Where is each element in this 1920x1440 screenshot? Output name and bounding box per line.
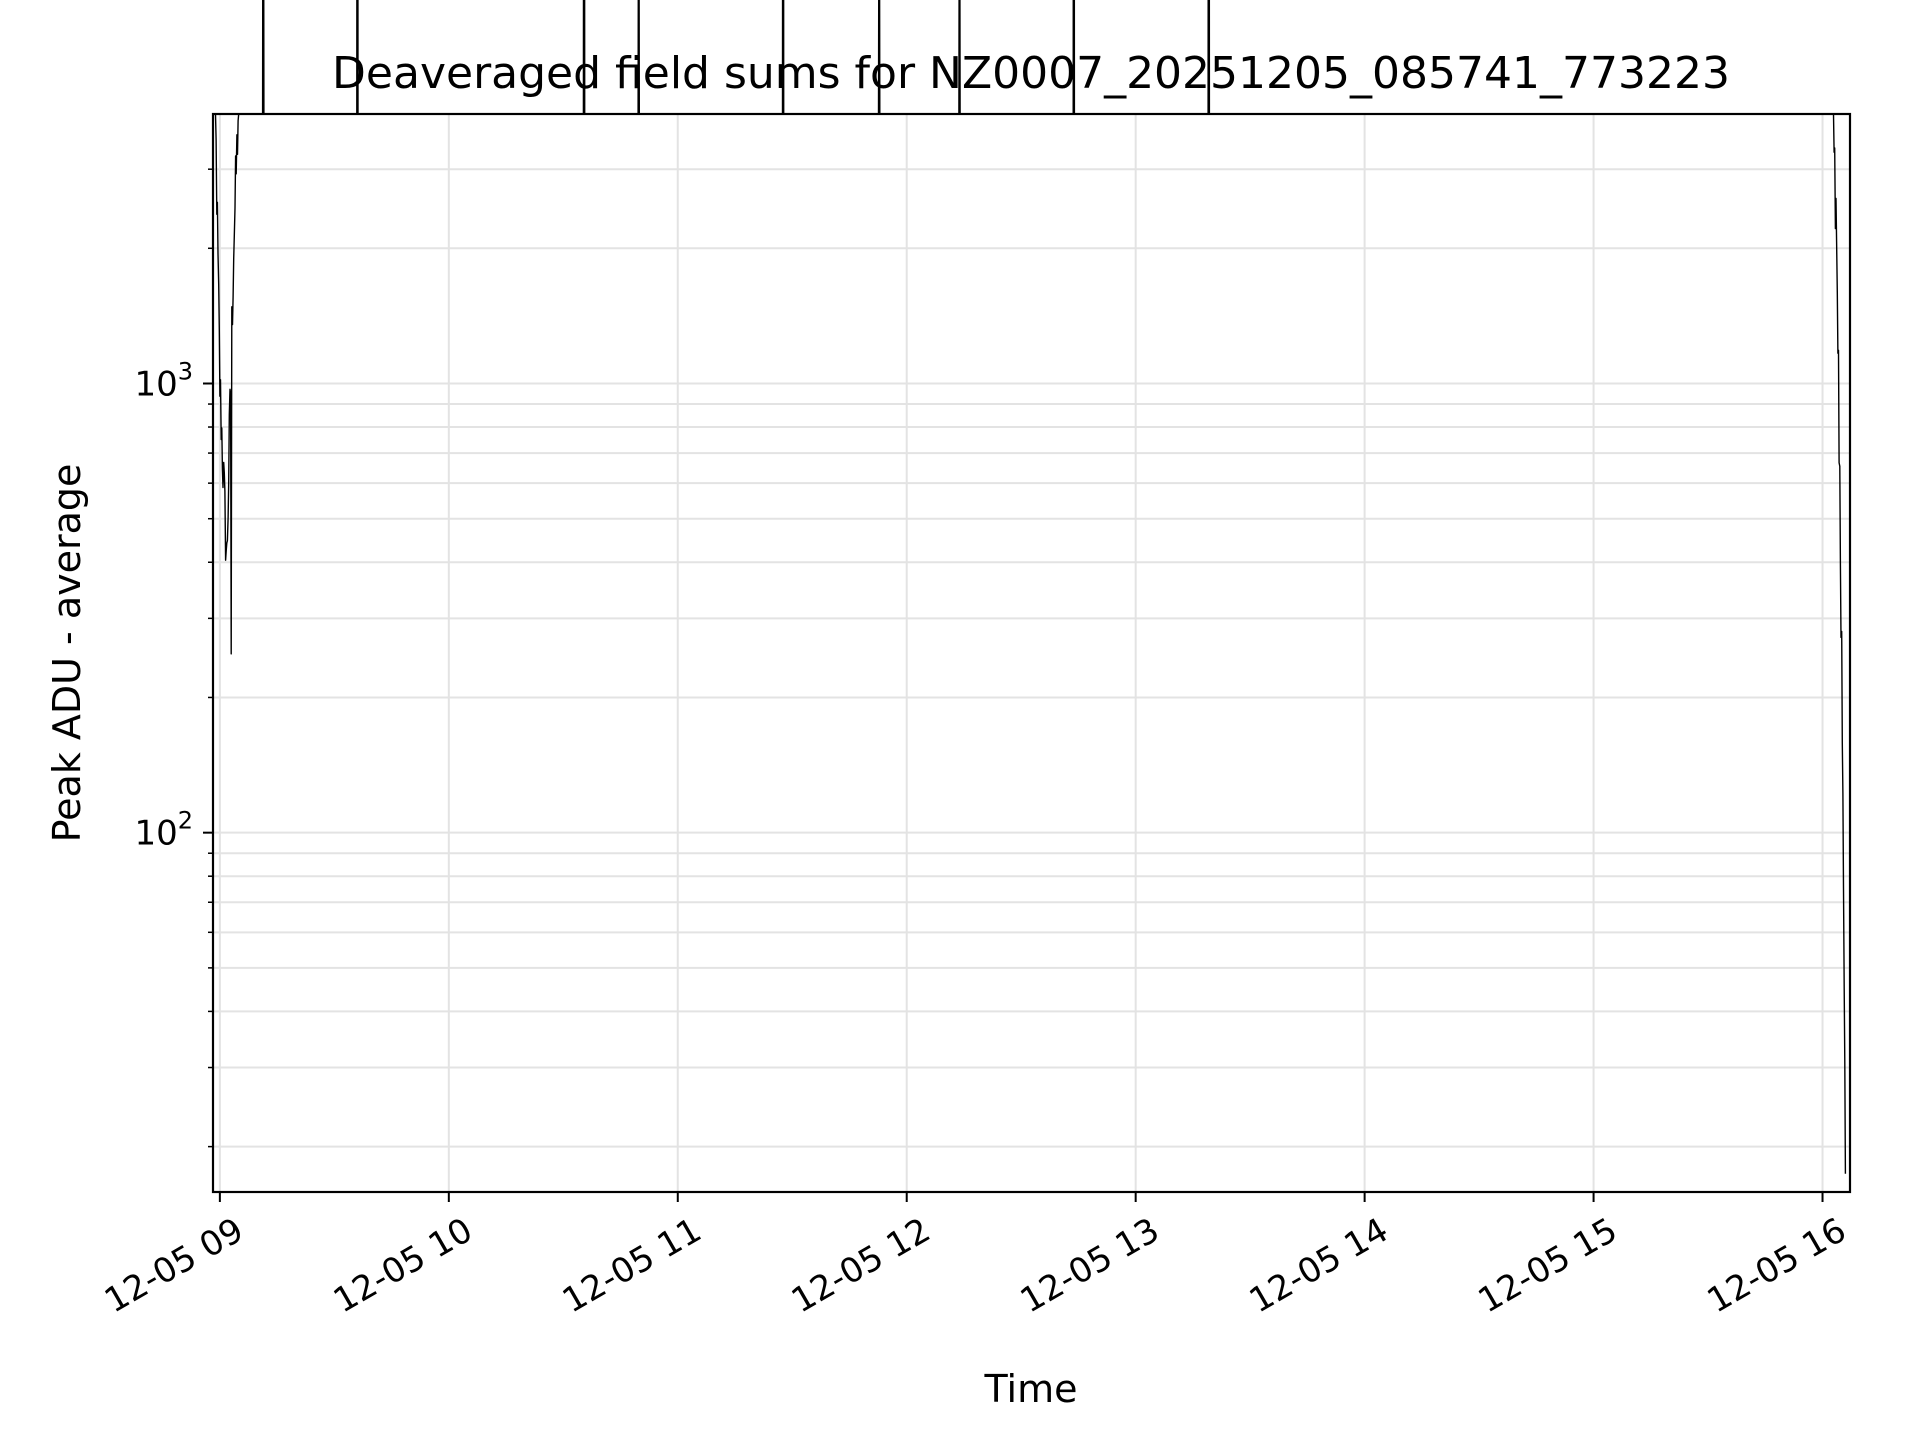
grid bbox=[213, 114, 1850, 1192]
plot-frame bbox=[211, 112, 1852, 1194]
y-tick-label: 103 bbox=[134, 358, 193, 405]
chart-title: Deaveraged field sums for NZ0007_2025120… bbox=[332, 48, 1730, 99]
x-axis-label: Time bbox=[984, 1367, 1078, 1411]
y-tick-label: 102 bbox=[134, 807, 193, 854]
y-axis-label: Peak ADU - average bbox=[45, 464, 89, 843]
